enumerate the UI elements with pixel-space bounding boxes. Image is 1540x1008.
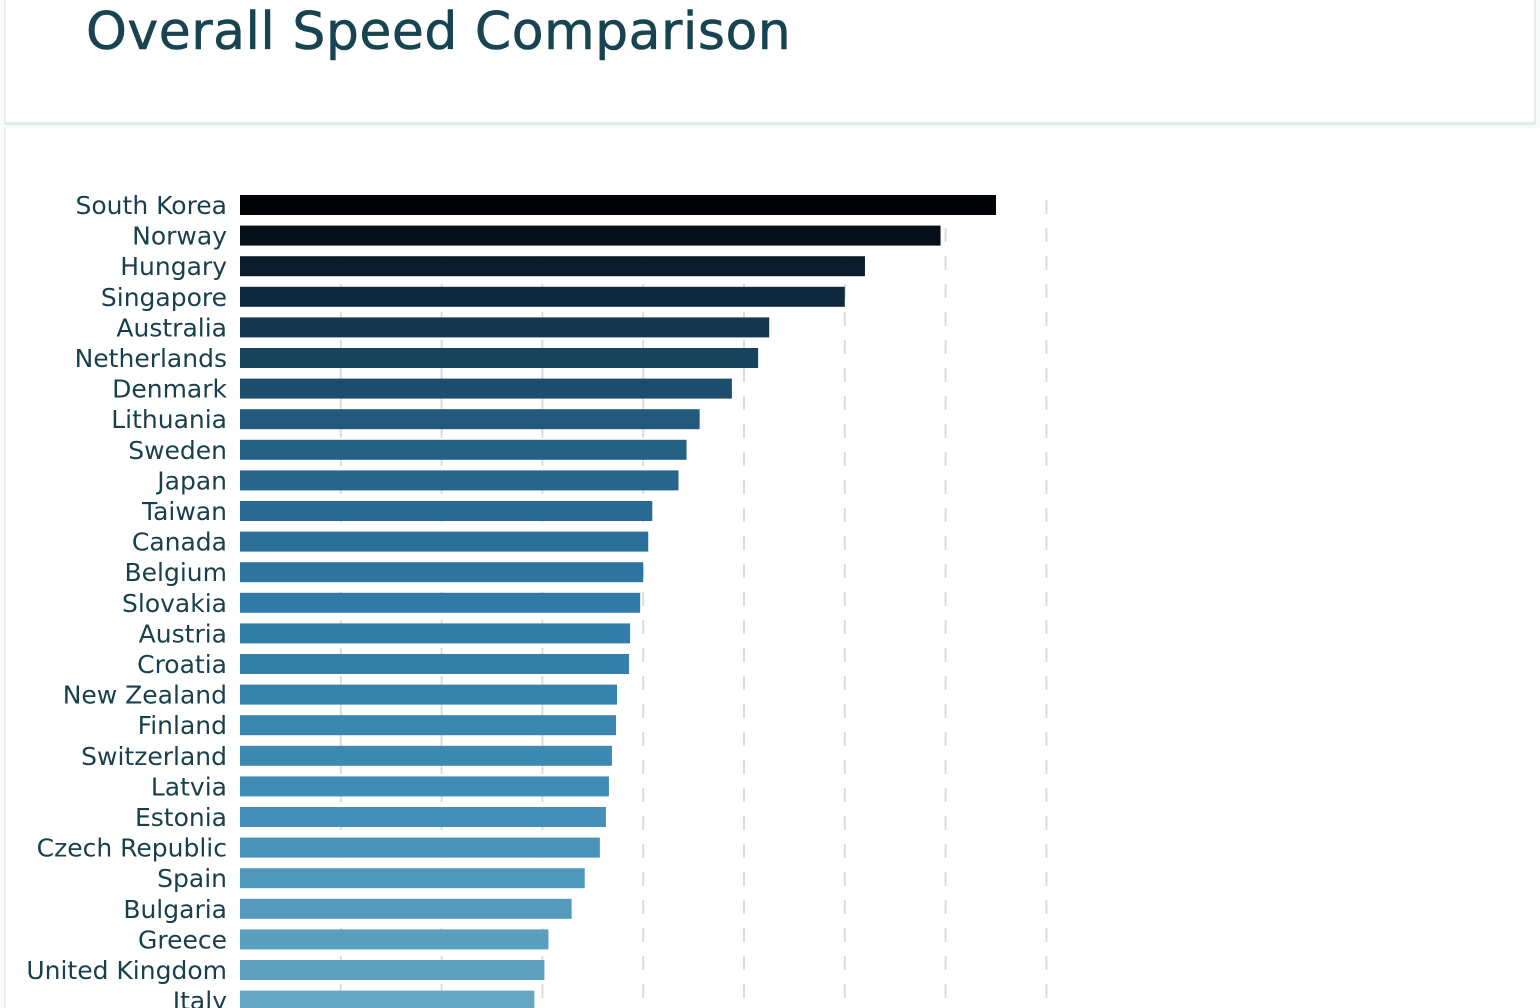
- bar-singapore[interactable]: [240, 286, 845, 307]
- category-label: New Zealand: [63, 681, 227, 710]
- bar-sweden[interactable]: [240, 439, 687, 460]
- bar-norway[interactable]: [240, 225, 941, 246]
- chart-title: Overall Speed Comparison: [86, 2, 792, 63]
- category-label: Bulgaria: [123, 895, 227, 924]
- bar-netherlands[interactable]: [240, 348, 759, 368]
- bar-denmark[interactable]: [240, 378, 732, 399]
- bar-switzerland[interactable]: [240, 745, 612, 766]
- category-label: Japan: [155, 466, 227, 495]
- bar-croatia[interactable]: [240, 654, 630, 674]
- category-label: Hungary: [120, 252, 227, 281]
- bar-new-zealand[interactable]: [240, 684, 617, 705]
- bar-greece[interactable]: [240, 929, 549, 950]
- category-label: Taiwan: [141, 497, 227, 526]
- bar-czech-republic[interactable]: [240, 837, 600, 858]
- bar-belgium[interactable]: [240, 562, 644, 583]
- category-label: Denmark: [112, 375, 227, 404]
- bar-italy[interactable]: [240, 990, 535, 1008]
- bar-estonia[interactable]: [240, 807, 606, 827]
- category-labels: South KoreaNorwayHungarySingaporeAustral…: [26, 191, 227, 1008]
- bar-austria[interactable]: [240, 623, 631, 644]
- bar-slovakia[interactable]: [240, 592, 641, 613]
- category-label: Lithuania: [111, 405, 227, 434]
- bar-spain[interactable]: [240, 868, 585, 889]
- bar-finland[interactable]: [240, 715, 616, 736]
- category-label: United Kingdom: [26, 956, 227, 985]
- category-label: Austria: [139, 619, 227, 648]
- category-label: Croatia: [137, 650, 227, 679]
- category-label: Italy: [173, 987, 227, 1008]
- category-label: Canada: [132, 528, 227, 557]
- category-label: Slovakia: [122, 589, 227, 618]
- bar-latvia[interactable]: [240, 776, 609, 797]
- bar-hungary[interactable]: [240, 256, 865, 277]
- category-label: Belgium: [125, 558, 228, 587]
- bar-bulgaria[interactable]: [240, 898, 572, 919]
- category-label: Singapore: [101, 283, 227, 312]
- category-label: Czech Republic: [37, 834, 227, 863]
- header-panel: Overall Speed Comparison: [4, 0, 1536, 125]
- category-label: South Korea: [76, 191, 227, 220]
- bar-australia[interactable]: [240, 317, 770, 338]
- category-label: Greece: [138, 925, 227, 954]
- bars: [240, 195, 996, 1008]
- category-label: Estonia: [135, 803, 227, 832]
- bar-south-korea[interactable]: [240, 195, 996, 215]
- bar-lithuania[interactable]: [240, 409, 700, 430]
- bar-united-kingdom[interactable]: [240, 960, 545, 980]
- bar-canada[interactable]: [240, 531, 649, 552]
- bar-japan[interactable]: [240, 470, 679, 491]
- category-label: Australia: [116, 313, 227, 342]
- bar-taiwan[interactable]: [240, 501, 653, 521]
- category-label: Spain: [157, 864, 227, 893]
- category-label: Netherlands: [75, 344, 227, 373]
- category-label: Norway: [132, 222, 227, 251]
- category-label: Finland: [138, 711, 227, 740]
- category-label: Latvia: [151, 772, 227, 801]
- category-label: Switzerland: [81, 742, 227, 771]
- category-label: Sweden: [128, 436, 227, 465]
